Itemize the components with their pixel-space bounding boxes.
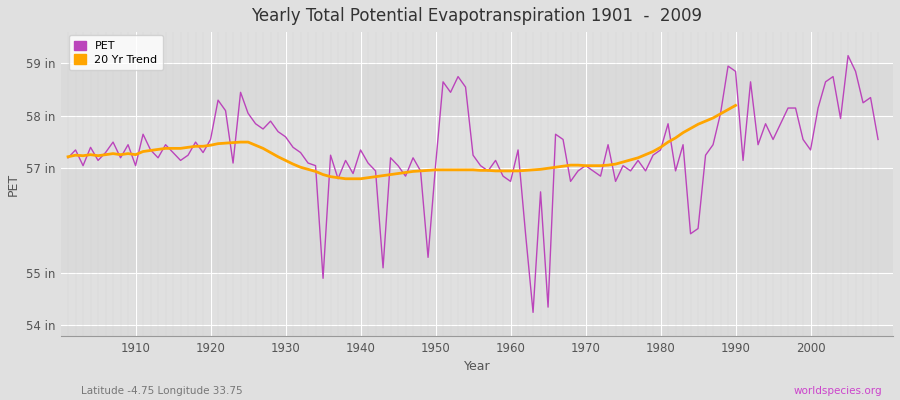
Text: Latitude -4.75 Longitude 33.75: Latitude -4.75 Longitude 33.75 [81, 386, 243, 396]
PET [505, 179, 516, 184]
Bar [60, 168, 893, 273]
PET [288, 145, 299, 150]
X-axis label: Year: Year [464, 360, 490, 373]
20 Yr Trend [626, 158, 636, 162]
PET [603, 142, 614, 147]
20 Yr Trend [266, 150, 276, 155]
Bar [60, 64, 893, 116]
20 Yr Trend [153, 147, 164, 152]
PET [842, 53, 853, 58]
Title: Yearly Total Potential Evapotranspiration 1901  -  2009: Yearly Total Potential Evapotranspiratio… [251, 7, 702, 25]
20 Yr Trend [730, 103, 741, 108]
PET [63, 156, 74, 160]
PET [333, 176, 344, 181]
Text: worldspecies.org: worldspecies.org [794, 386, 882, 396]
Bar [60, 32, 893, 64]
Line: PET: PET [68, 56, 878, 312]
20 Yr Trend [707, 116, 718, 120]
PET [873, 137, 884, 142]
Line: 20 Yr Trend: 20 Yr Trend [68, 106, 735, 179]
Bar [60, 116, 893, 168]
20 Yr Trend [340, 176, 351, 181]
Bar [60, 326, 893, 336]
Legend: PET, 20 Yr Trend: PET, 20 Yr Trend [69, 35, 163, 70]
PET [498, 174, 508, 178]
Bar [60, 273, 893, 326]
PET [122, 142, 133, 147]
PET [527, 310, 538, 315]
20 Yr Trend [536, 167, 546, 172]
20 Yr Trend [640, 152, 651, 157]
Y-axis label: PET: PET [7, 172, 20, 196]
20 Yr Trend [63, 154, 74, 159]
